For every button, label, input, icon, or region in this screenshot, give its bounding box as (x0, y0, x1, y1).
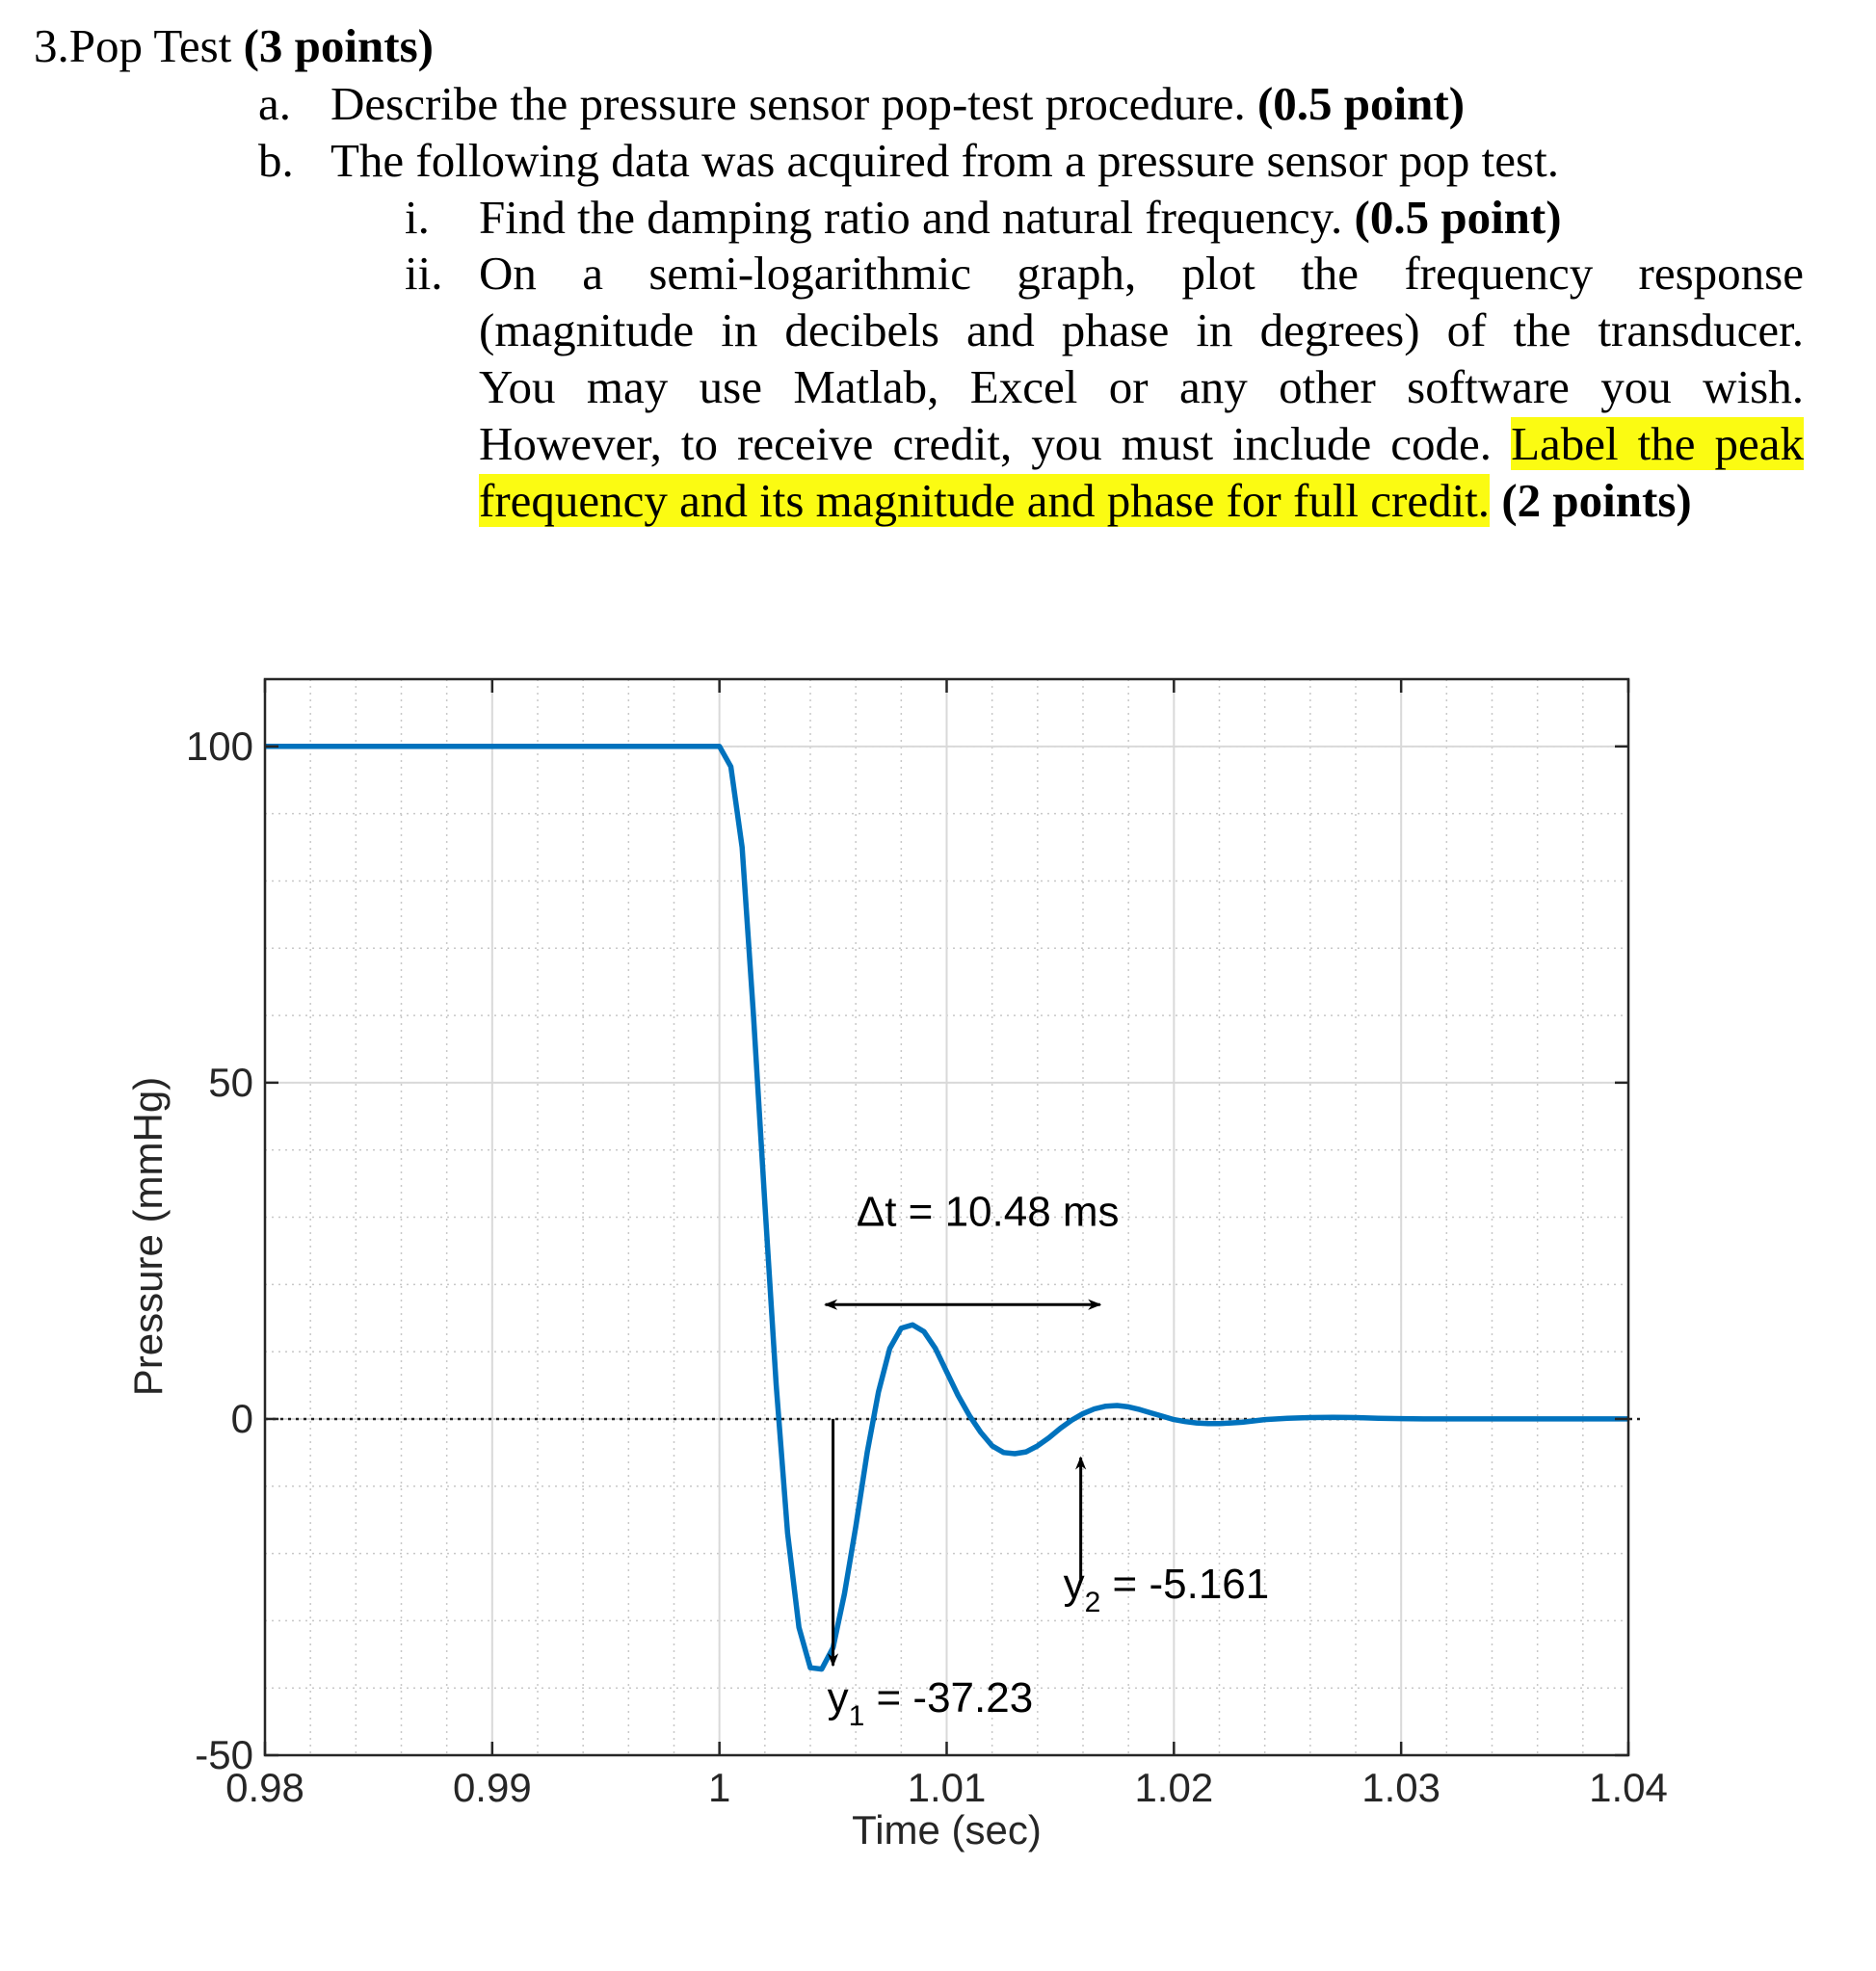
y-tick-label: 50 (208, 1060, 253, 1105)
major-grid (264, 679, 1629, 1756)
y1-annotation-sub: 1 (849, 1700, 865, 1732)
y2-annotation-sub: 2 (1085, 1587, 1101, 1618)
y1-annotation-var: y (828, 1674, 849, 1721)
question-title: Pop Test (68, 19, 232, 72)
part-b-text: The following data was acquired from a p… (330, 134, 1559, 187)
y-tick-label: 0 (231, 1396, 253, 1441)
part-i-points: (0.5 point) (1354, 191, 1562, 244)
part-a-marker: a. (258, 77, 291, 130)
part-ii-line-4-highlight: Label the peak (1511, 417, 1805, 470)
y-tick-label: 100 (186, 723, 253, 769)
part-ii-line-2: (magnitude in decibels and phase in degr… (479, 303, 1804, 356)
y1-annotation-value: = -37.23 (864, 1674, 1033, 1721)
part-a-body: Describe the pressure sensor pop-test pr… (330, 77, 1246, 130)
question-heading: 3.Pop Test (3 points) (34, 17, 434, 75)
x-tick-label: 1.01 (908, 1765, 987, 1810)
part-i-text: Find the damping ratio and natural frequ… (479, 189, 1562, 247)
part-ii-line-5-highlight: frequency and its magnitude and phase fo… (479, 474, 1491, 527)
x-tick-label: 1.04 (1589, 1765, 1668, 1810)
y2-annotation: y2 = -5.161 (1064, 1561, 1270, 1618)
part-ii-line-4: However, to receive credit, you must inc… (479, 415, 1805, 473)
part-ii-line-1: On a semi-logarithmic graph, plot the fr… (479, 247, 1804, 300)
pressure-series-line (265, 744, 1628, 1672)
x-axis-label: Time (sec) (852, 1807, 1042, 1853)
part-ii-line-5: frequency and its magnitude and phase fo… (479, 472, 1692, 530)
y1-annotation: y1 = -37.23 (828, 1674, 1034, 1732)
part-ii-marker: ii. (405, 247, 443, 300)
delta-t-annotation: Δt = 10.48 ms (857, 1188, 1120, 1235)
part-b-marker: b. (258, 134, 294, 187)
part-a-text: Describe the pressure sensor pop-test pr… (330, 75, 1465, 133)
x-tick-label: 1 (708, 1765, 730, 1810)
y-axis-label: Pressure (mmHg) (125, 1077, 171, 1396)
question-number: 3. (34, 19, 69, 72)
part-i-marker: i. (405, 191, 430, 244)
part-ii-line-3: You may use Matlab, Excel or any other s… (479, 360, 1804, 413)
x-tick-label: 0.98 (225, 1765, 304, 1810)
y-tick-labels: -50 0 50 100 (186, 723, 253, 1777)
x-tick-labels: 0.98 0.99 1 1.01 1.02 1.03 1.04 (225, 1765, 1668, 1810)
y2-annotation-value: = -5.161 (1100, 1561, 1269, 1608)
part-i-body: Find the damping ratio and natural frequ… (479, 191, 1343, 244)
y-tick-label: -50 (195, 1732, 253, 1777)
x-tick-label: 1.03 (1361, 1765, 1440, 1810)
part-ii-points: (2 points) (1501, 474, 1692, 527)
x-tick-label: 0.99 (453, 1765, 532, 1810)
y2-annotation-var: y (1064, 1561, 1085, 1608)
axis-ticks (263, 679, 1630, 1757)
part-a-points: (0.5 point) (1256, 77, 1466, 130)
x-tick-label: 1.02 (1134, 1765, 1213, 1810)
question-points: (3 points) (243, 19, 434, 72)
part-ii-line-4-plain: However, to receive credit, you must inc… (479, 417, 1493, 470)
